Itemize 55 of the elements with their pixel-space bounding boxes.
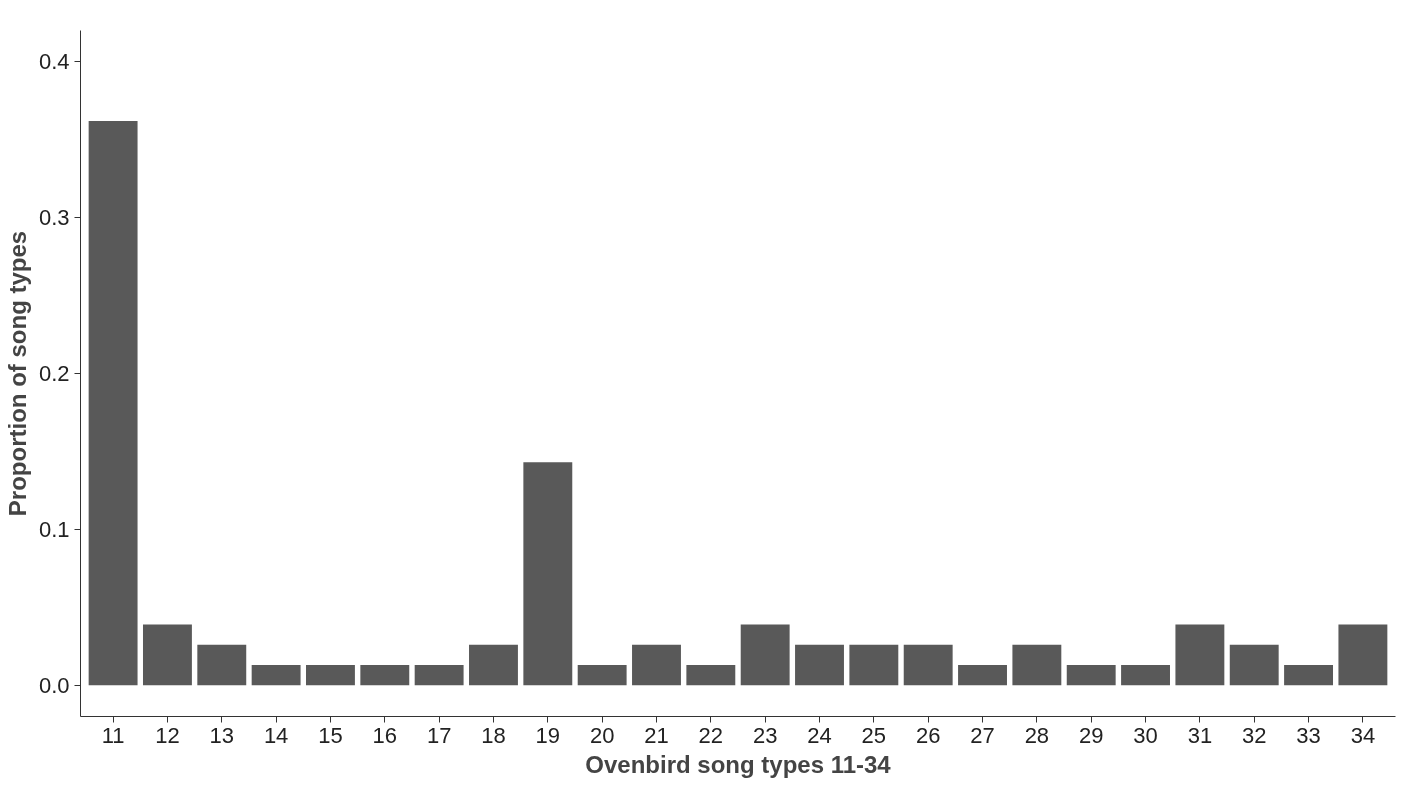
y-tick-label: 0.4 xyxy=(38,49,70,75)
bar xyxy=(197,644,247,686)
x-tick-label: 28 xyxy=(1024,722,1050,748)
x-tick-label: 11 xyxy=(101,722,125,748)
bar xyxy=(1338,624,1388,686)
bar xyxy=(795,644,844,686)
x-tick-label: 34 xyxy=(1350,722,1376,748)
y-tick-label: 0.1 xyxy=(38,516,70,542)
x-axis-title: Ovenbird song types 11-34 xyxy=(585,750,892,778)
x-tick-label: 20 xyxy=(589,722,615,748)
bar xyxy=(958,665,1007,686)
x-tick-label: 24 xyxy=(807,722,832,748)
bar xyxy=(1229,644,1279,686)
bar xyxy=(740,624,790,686)
y-tick-label: 0.3 xyxy=(38,205,70,231)
bar xyxy=(632,644,681,686)
x-tick-label: 21 xyxy=(644,722,669,748)
x-tick-label: 23 xyxy=(752,722,778,748)
x-tick-label: 31 xyxy=(1187,722,1213,748)
bar xyxy=(251,665,301,686)
bar xyxy=(849,644,899,686)
y-axis-title: Proportion of song types xyxy=(3,230,31,517)
bar xyxy=(306,665,355,686)
y-tick-label: 0.0 xyxy=(38,672,70,698)
bar xyxy=(523,462,573,686)
x-tick-label: 29 xyxy=(1078,722,1104,748)
bar xyxy=(360,665,410,686)
x-tick-label: 13 xyxy=(209,722,235,748)
bar xyxy=(686,665,736,686)
x-tick-label: 32 xyxy=(1241,722,1267,748)
x-tick-label: 22 xyxy=(698,722,724,748)
bar xyxy=(88,120,138,686)
x-tick-label: 14 xyxy=(263,722,289,748)
x-tick-label: 12 xyxy=(155,722,180,748)
x-tick-label: 30 xyxy=(1133,722,1158,748)
bar xyxy=(577,665,627,686)
bar xyxy=(903,644,953,686)
bar xyxy=(142,624,192,686)
bar xyxy=(1175,624,1225,686)
bar xyxy=(1066,665,1116,686)
x-tick-label: 26 xyxy=(915,722,941,748)
bar xyxy=(1121,665,1170,686)
bar xyxy=(1284,665,1334,686)
bar xyxy=(414,665,464,686)
x-tick-label: 25 xyxy=(861,722,887,748)
x-tick-label: 19 xyxy=(535,722,561,748)
x-tick-label: 17 xyxy=(426,722,452,748)
bar xyxy=(469,644,518,686)
x-tick-label: 33 xyxy=(1296,722,1321,748)
x-tick-label: 16 xyxy=(372,722,398,748)
y-tick-label: 0.2 xyxy=(38,361,70,386)
bar xyxy=(1012,644,1062,686)
x-tick-label: 18 xyxy=(481,722,506,748)
x-tick-label: 15 xyxy=(318,722,343,748)
x-tick-label: 27 xyxy=(970,722,995,748)
